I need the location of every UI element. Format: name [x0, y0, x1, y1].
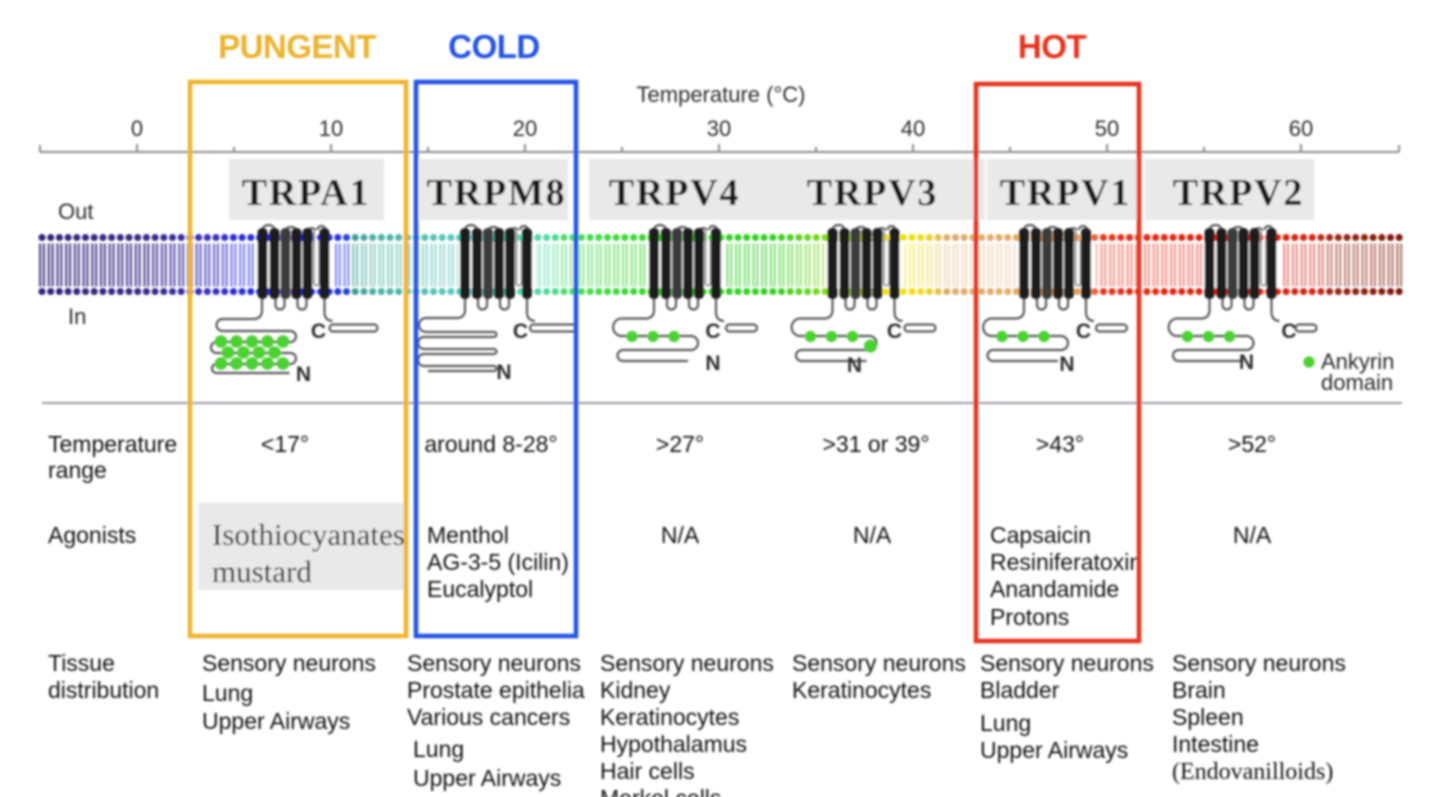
svg-text:60: 60: [1289, 116, 1313, 141]
svg-text:N/A: N/A: [661, 522, 700, 548]
svg-text:>43°: >43°: [1036, 431, 1084, 457]
svg-text:Capsaicin: Capsaicin: [990, 522, 1091, 548]
svg-text:C: C: [1076, 320, 1091, 343]
svg-text:Eucalyptol: Eucalyptol: [427, 576, 533, 602]
svg-text:Sensory neurons: Sensory neurons: [202, 650, 376, 676]
svg-text:around 8-28°: around 8-28°: [424, 431, 557, 457]
svg-text:0: 0: [131, 116, 143, 141]
svg-text:20: 20: [513, 116, 537, 141]
svg-text:N: N: [1239, 351, 1254, 374]
svg-text:>31 or 39°: >31 or 39°: [822, 431, 929, 457]
svg-text:Sensory neurons: Sensory neurons: [980, 650, 1154, 676]
svg-text:Brain: Brain: [1172, 677, 1226, 703]
svg-text:30: 30: [707, 116, 731, 141]
svg-text:N: N: [705, 352, 720, 375]
svg-text:Anandamide: Anandamide: [990, 576, 1119, 602]
svg-text:Menthol: Menthol: [427, 522, 509, 548]
svg-text:Agonists: Agonists: [48, 522, 136, 548]
svg-text:C: C: [705, 320, 720, 343]
svg-text:Out: Out: [58, 199, 93, 224]
svg-text:N: N: [496, 361, 511, 384]
svg-text:Hypothalamus: Hypothalamus: [600, 731, 747, 757]
svg-text:C: C: [1281, 320, 1296, 343]
svg-text:N/A: N/A: [853, 522, 892, 548]
svg-text:TRPV3: TRPV3: [807, 172, 938, 214]
svg-text:Spleen: Spleen: [1172, 704, 1244, 730]
svg-text:(Endovanilloids): (Endovanilloids): [1172, 759, 1333, 785]
svg-text:Keratinocytes: Keratinocytes: [600, 704, 739, 730]
svg-text:50: 50: [1095, 116, 1119, 141]
svg-text:40: 40: [901, 116, 925, 141]
svg-text:range: range: [48, 457, 107, 483]
svg-text:Upper Airways: Upper Airways: [202, 708, 350, 734]
svg-text:Bladder: Bladder: [980, 677, 1060, 703]
svg-text:Isothiocyanates: Isothiocyanates: [212, 517, 405, 552]
svg-text:domain: domain: [1321, 370, 1393, 395]
svg-text:TRPV2: TRPV2: [1173, 172, 1304, 214]
svg-text:>52°: >52°: [1228, 431, 1276, 457]
svg-text:TRPM8: TRPM8: [427, 172, 567, 214]
svg-text:Sensory neurons: Sensory neurons: [1172, 650, 1346, 676]
svg-text:N: N: [1059, 353, 1074, 376]
svg-text:Sensory neurons: Sensory neurons: [600, 650, 774, 676]
svg-text:AG-3-5 (Icilin): AG-3-5 (Icilin): [427, 549, 569, 575]
svg-text:Hair cells: Hair cells: [600, 758, 695, 784]
svg-text:Merkel cells: Merkel cells: [600, 785, 721, 797]
svg-text:HOT: HOT: [1018, 28, 1087, 65]
svg-text:Protons: Protons: [990, 604, 1069, 630]
svg-text:Lung: Lung: [413, 736, 464, 762]
svg-text:Lung: Lung: [202, 680, 253, 706]
svg-text:Tissue: Tissue: [48, 650, 115, 676]
svg-text:mustard: mustard: [212, 554, 312, 589]
svg-text:TRPV1: TRPV1: [1000, 172, 1131, 214]
svg-text:Kidney: Kidney: [600, 677, 671, 703]
svg-text:N: N: [296, 363, 311, 386]
svg-text:Resiniferatoxin: Resiniferatoxin: [990, 549, 1142, 575]
svg-text:Sensory neurons: Sensory neurons: [792, 650, 966, 676]
svg-text:<17°: <17°: [261, 431, 309, 457]
svg-text:Ankyrin: Ankyrin: [1321, 349, 1394, 374]
svg-text:Upper Airways: Upper Airways: [413, 765, 561, 791]
svg-text:C: C: [311, 320, 326, 343]
svg-text:C: C: [887, 320, 902, 343]
svg-text:Lung: Lung: [980, 710, 1031, 736]
svg-text:C: C: [513, 320, 528, 343]
svg-text:Temperature: Temperature: [48, 431, 177, 457]
svg-text:Keratinocytes: Keratinocytes: [792, 677, 931, 703]
svg-text:In: In: [68, 304, 86, 329]
svg-text:Various cancers: Various cancers: [407, 704, 570, 730]
svg-text:>27°: >27°: [656, 431, 704, 457]
svg-text:COLD: COLD: [448, 28, 540, 65]
svg-text:10: 10: [319, 116, 343, 141]
svg-text:distribution: distribution: [48, 677, 159, 703]
svg-text:TRPA1: TRPA1: [242, 172, 371, 214]
svg-text:Upper Airways: Upper Airways: [980, 737, 1128, 763]
svg-text:Prostate epithelia: Prostate epithelia: [407, 677, 585, 703]
svg-text:N: N: [847, 354, 862, 377]
svg-text:Temperature (°C): Temperature (°C): [637, 82, 806, 107]
svg-text:Intestine: Intestine: [1172, 731, 1259, 757]
svg-text:Sensory neurons: Sensory neurons: [407, 650, 581, 676]
svg-text:N/A: N/A: [1233, 522, 1272, 548]
svg-text:PUNGENT: PUNGENT: [218, 28, 376, 65]
svg-text:TRPV4: TRPV4: [609, 172, 740, 214]
